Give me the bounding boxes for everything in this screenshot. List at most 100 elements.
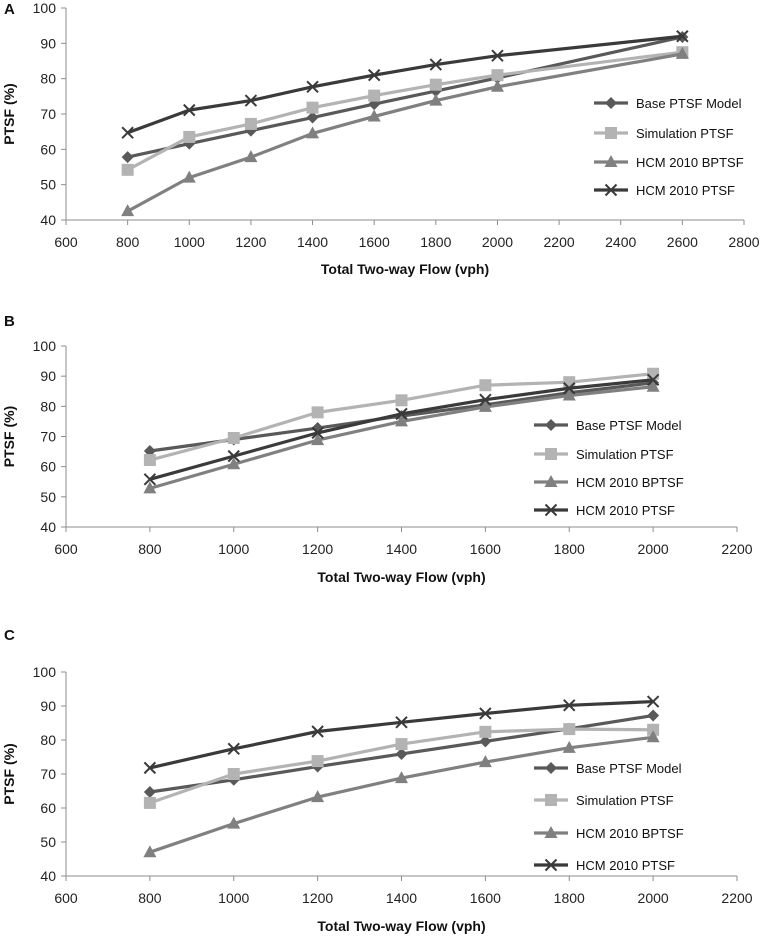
data-point: [395, 407, 408, 421]
data-point: [227, 457, 241, 470]
x-tick-label: 1800: [554, 890, 585, 906]
legend-label: Simulation PTSF: [576, 793, 674, 808]
legend-item: Base PTSF Model: [594, 96, 742, 111]
legend-item: HCM 2010 PTSF: [594, 183, 735, 198]
x-tick-label: 2200: [721, 890, 752, 906]
legend-label: HCM 2010 PTSF: [576, 503, 675, 518]
y-tick-label: 90: [40, 698, 56, 714]
series-simulation-ptsf: [143, 723, 660, 809]
x-tick-label: 2000: [482, 234, 513, 250]
data-point: [143, 796, 156, 809]
data-point: [244, 117, 257, 130]
data-point: [311, 755, 324, 768]
x-tick-label: 1200: [235, 234, 266, 250]
data-point: [647, 367, 660, 380]
data-point: [121, 126, 134, 139]
legend-label: Simulation PTSF: [576, 447, 674, 462]
data-point: [367, 68, 381, 82]
y-tick-label: 80: [40, 732, 56, 748]
data-point: [479, 393, 492, 406]
x-tick-label: 800: [138, 890, 162, 906]
legend-label: Base PTSF Model: [576, 761, 682, 776]
legend-marker: [605, 127, 617, 139]
data-point: [306, 80, 319, 94]
legend-item: Base PTSF Model: [534, 761, 682, 776]
data-point: [395, 771, 408, 784]
x-tick-label: 2000: [638, 541, 669, 557]
x-tick-label: 1000: [174, 234, 205, 250]
data-point: [244, 150, 258, 163]
chart-panel-c: C 40 50 60 70 80 90 100 600 800 1000 1200 1400 1600 18…: [1, 627, 753, 934]
data-point: [227, 432, 240, 445]
series-line: [126, 52, 683, 213]
data-point: [490, 79, 504, 92]
legend-label: Base PTSF Model: [576, 418, 682, 433]
data-point: [479, 379, 492, 392]
x-tick-label: 1400: [297, 234, 328, 250]
data-point: [563, 699, 576, 712]
data-point: [491, 49, 504, 62]
series-line: [127, 34, 683, 135]
data-point: [311, 725, 324, 738]
x-tick-label: 2600: [667, 234, 698, 250]
x-tick-label: 2400: [605, 234, 636, 250]
x-tick-label: 1600: [470, 890, 501, 906]
x-tick-label: 1200: [302, 890, 333, 906]
data-point: [143, 761, 157, 775]
data-point: [121, 163, 134, 176]
y-tick-label: 60: [40, 459, 56, 475]
data-point: [121, 204, 135, 217]
legend-label: HCM 2010 BPTSF: [576, 826, 684, 841]
data-point: [478, 755, 492, 768]
series-hcm-2010-bptsf: [143, 730, 660, 858]
y-tick-label: 40: [40, 519, 56, 535]
data-point: [429, 78, 442, 91]
data-point: [646, 379, 660, 392]
legend-item: HCM 2010 PTSF: [534, 503, 675, 518]
data-point: [478, 399, 492, 412]
legend-item: HCM 2010 BPTSF: [594, 155, 744, 170]
legend-marker: [545, 794, 557, 806]
data-point: [367, 109, 381, 122]
data-point: [646, 373, 660, 386]
data-point: [182, 170, 196, 183]
y-tick-label: 50: [40, 834, 56, 850]
legend-marker: [544, 826, 558, 838]
x-tick-label: 2200: [721, 541, 752, 557]
y-tick-label: 80: [40, 398, 56, 414]
data-point: [227, 768, 240, 780]
data-point: [395, 738, 408, 751]
y-tick-label: 70: [40, 766, 56, 782]
x-tick-label: 600: [54, 234, 78, 250]
data-point: [646, 695, 660, 708]
data-point: [244, 94, 258, 107]
y-tick-label: 80: [40, 71, 56, 87]
data-point: [306, 126, 320, 139]
data-point: [227, 449, 240, 463]
y-tick-label: 40: [40, 868, 56, 884]
data-point: [227, 742, 240, 756]
legend-marker: [545, 762, 557, 774]
y-tick-label: 50: [40, 489, 56, 505]
data-point: [368, 89, 381, 102]
chart-panel-b: B 40 50 60 70 80 90 100 600 800 1000 1200 1400 1600 18…: [1, 313, 753, 585]
data-point: [479, 725, 492, 738]
y-tick-label: 100: [33, 338, 57, 354]
legend-marker: [605, 97, 617, 109]
series-hcm-2010-bptsf: [143, 379, 660, 494]
legend-item: HCM 2010 PTSF: [534, 858, 675, 873]
y-axis-title: PTSF (%): [1, 743, 17, 804]
data-point: [646, 730, 660, 743]
data-point: [183, 103, 196, 117]
y-tick-label: 90: [40, 35, 56, 51]
series-line: [127, 35, 683, 159]
data-point: [311, 433, 325, 446]
series-base-ptsf-model: [121, 30, 689, 164]
data-point: [143, 845, 157, 858]
legend-label: Base PTSF Model: [636, 96, 742, 111]
data-point: [395, 747, 408, 760]
data-point: [183, 130, 196, 143]
data-point: [647, 709, 660, 722]
legend: Base PTSF Model Simulation PTSF HCM 2010 B…: [534, 761, 684, 873]
legend-item: Simulation PTSF: [594, 126, 734, 141]
